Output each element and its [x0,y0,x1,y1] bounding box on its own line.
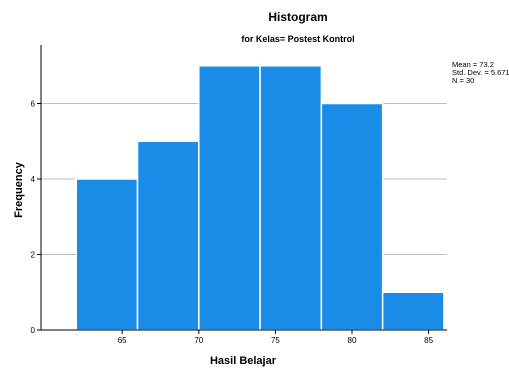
y-tick-label-2: 2 [31,251,36,260]
x-tick-labels: 65 70 75 80 85 [118,330,434,345]
y-axis-label: Frequency [13,161,25,218]
y-tick-label-6: 6 [31,100,36,109]
stats-box: Mean = 73.2 Std. Dev. = 5.671 N = 30 [452,60,509,85]
stat-std-dev: Std. Dev. = 5.671 [452,68,509,77]
stat-n: N = 30 [452,76,474,85]
x-axis-label: Hasil Belajar [210,355,277,367]
bars [75,65,445,331]
histogram-bar-4 [259,65,323,331]
x-tick-label-65: 65 [118,336,127,345]
histogram-bar-1 [75,178,139,331]
y-tick-labels: 0 2 4 6 [31,100,41,335]
histogram-bar-3 [198,65,261,331]
x-tick-label-85: 85 [424,336,433,345]
histogram-bar-6 [381,291,445,331]
histogram-bar-5 [320,102,384,331]
chart-subtitle: for Kelas= Postest Kontrol [241,34,354,44]
histogram-bar-2 [136,140,200,331]
axes [40,45,447,331]
chart-title: Histogram [268,10,327,24]
y-tick-label-4: 4 [31,175,36,184]
x-tick-label-70: 70 [194,336,203,345]
stat-mean: Mean = 73.2 [452,60,494,69]
x-tick-label-80: 80 [348,336,357,345]
y-tick-label-0: 0 [31,326,36,335]
x-tick-label-75: 75 [271,336,280,345]
